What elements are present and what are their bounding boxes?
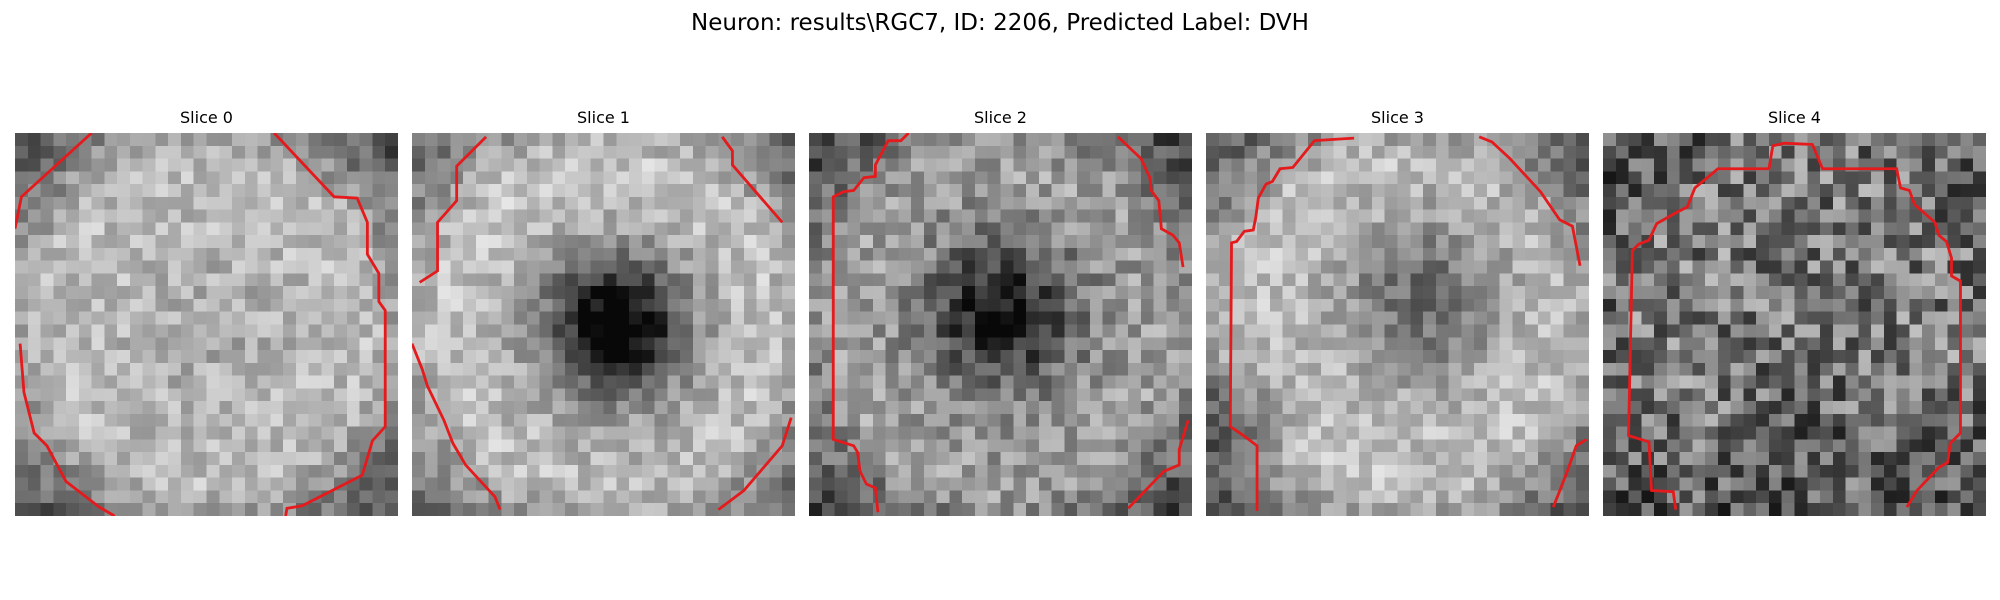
contour-line xyxy=(1767,141,1962,508)
contour-line xyxy=(721,136,784,224)
contour-line xyxy=(412,343,502,511)
contour-line xyxy=(1228,136,1355,511)
slice-image xyxy=(1206,133,1589,516)
contour-line xyxy=(1627,167,1769,510)
slice-image xyxy=(1603,133,1986,516)
slice-image xyxy=(15,133,398,516)
contour-line xyxy=(1551,438,1588,508)
slice-panel-1: Slice 1 xyxy=(412,108,795,516)
contour-line xyxy=(418,135,488,284)
contour-line xyxy=(18,343,116,516)
contour-line xyxy=(1478,135,1582,267)
figure-title: Neuron: results\RGC7, ID: 2206, Predicte… xyxy=(691,10,1309,36)
slice-panel-0: Slice 0 xyxy=(15,108,398,516)
slice-panel-2: Slice 2 xyxy=(809,108,1192,516)
slice-image xyxy=(412,133,795,516)
contour-line xyxy=(1127,419,1190,510)
slice-title: Slice 2 xyxy=(974,108,1027,127)
contour-line xyxy=(15,133,93,230)
slice-panel-3: Slice 3 xyxy=(1206,108,1589,516)
slice-panel-4: Slice 4 xyxy=(1603,108,1986,516)
slice-title: Slice 1 xyxy=(577,108,630,127)
slice-title: Slice 3 xyxy=(1371,108,1424,127)
contour-line xyxy=(1116,135,1185,268)
slice-title: Slice 0 xyxy=(180,108,233,127)
slice-title: Slice 4 xyxy=(1768,108,1821,127)
contour-line xyxy=(273,133,387,516)
contour-line xyxy=(717,417,793,511)
slice-image xyxy=(809,133,1192,516)
contour-line xyxy=(831,133,910,513)
